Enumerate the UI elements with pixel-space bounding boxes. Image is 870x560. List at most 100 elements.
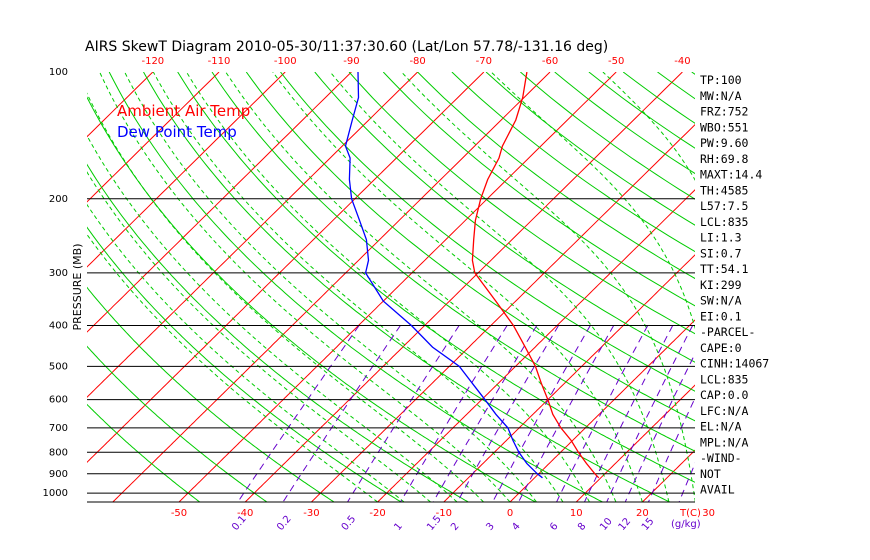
index-line: KI:299	[700, 278, 742, 292]
mixing-ratio-tick-label: 2	[449, 521, 462, 533]
temp-bottom-tick-label: -20	[369, 508, 385, 519]
moist-adiabat-line	[272, 72, 643, 502]
temp-top-tick-label: -120	[141, 56, 164, 67]
index-line: TT:54.1	[700, 262, 749, 276]
mixing-ratio-tick-label: 12	[617, 516, 634, 533]
pressure-tick-label: 900	[49, 469, 68, 480]
temp-bottom-tick-label: -10	[436, 508, 452, 519]
dry-adiabat-line	[87, 163, 469, 502]
mixing-ratio-line	[678, 462, 695, 502]
top-temperature-tick-labels: -120 -110 -100 -90 -80 -70 -60 -50 -40	[141, 56, 690, 67]
dry-adiabat-line	[245, 72, 695, 422]
index-line: NOT	[700, 467, 721, 481]
dry-adiabat-lines	[87, 72, 870, 502]
dry-adiabat-line	[417, 72, 695, 280]
mixing-ratio-tick-label: 0.5	[340, 514, 359, 533]
index-line: PW:9.60	[700, 136, 749, 150]
mixing-ratio-tick-label: 4	[510, 521, 523, 533]
index-line: MPL:N/A	[700, 435, 749, 449]
moist-adiabat-line	[490, 72, 695, 330]
temp-bottom-tick-label: 30	[702, 508, 715, 519]
temp-bottom-tick-label: 10	[570, 508, 583, 519]
temp-bottom-tick-label: -50	[171, 508, 187, 519]
moist-adiabat-line	[87, 203, 405, 502]
index-line: MAXT:14.4	[700, 168, 762, 182]
moist-adiabat-line	[87, 134, 458, 502]
bottom-temperature-tick-labels: -50 -40 -30 -20 -10 0 10 20 30	[171, 508, 715, 519]
pressure-tick-label: 500	[49, 361, 68, 372]
temp-top-tick-label: -50	[608, 56, 624, 67]
mixing-ratio-unit-label: (g/kg)	[671, 519, 701, 530]
dry-adiabat-line	[829, 72, 870, 502]
index-line: EI:0.1	[700, 309, 742, 323]
index-line: TH:4585	[700, 183, 748, 197]
legend-dew-point: Dew Point Temp	[117, 123, 237, 141]
temp-bottom-tick-label: 0	[507, 508, 513, 519]
isotherm-line	[575, 384, 695, 502]
index-line: FRZ:752	[700, 105, 748, 119]
temp-top-tick-label: -90	[343, 56, 359, 67]
moist-adiabat-line	[124, 72, 537, 502]
dry-adiabat-line	[108, 72, 603, 502]
isotherm-line	[642, 449, 695, 502]
index-line: TP:100	[700, 73, 742, 87]
isotherm-line	[178, 72, 617, 502]
mixing-ratio-line	[518, 325, 615, 502]
moist-adiabat-lines	[87, 72, 695, 502]
mixing-ratio-line	[606, 325, 694, 502]
temp-top-tick-label: -100	[274, 56, 297, 67]
index-line: WBO:551	[700, 120, 749, 134]
isotherm-line	[0, 72, 20, 502]
isotherm-line	[87, 72, 286, 268]
moist-adiabat-line	[329, 72, 670, 502]
y-axis-label: PRESSURE (MB)	[71, 244, 84, 331]
dry-adiabat-line	[143, 72, 670, 502]
pressure-tick-label: 800	[49, 447, 68, 458]
moist-adiabat-line	[87, 92, 484, 502]
isotherm-line	[841, 72, 870, 502]
mixing-ratio-line	[237, 325, 360, 502]
temp-top-tick-label: -110	[208, 56, 231, 67]
mixing-ratio-line	[624, 352, 695, 502]
isotherm-line	[87, 72, 352, 333]
mixing-ratio-line	[756, 326, 826, 503]
dry-adiabat-line	[87, 96, 536, 502]
index-line: RH:69.8	[700, 152, 749, 166]
temp-top-tick-label: -70	[476, 56, 492, 67]
isotherm-line	[509, 319, 695, 502]
temp-top-tick-label: -40	[674, 56, 690, 67]
mixing-ratio-line	[456, 325, 559, 502]
dry-adiabat-line	[314, 72, 695, 363]
isobar-lines	[87, 198, 695, 503]
index-line: EL:N/A	[700, 420, 742, 434]
dry-adiabat-line	[863, 72, 870, 502]
chart-legend: Ambient Air Temp Dew Point Temp	[117, 102, 250, 141]
pressure-tick-labels: 100 200 300 400 500 600 700 800 900 1000	[43, 67, 68, 499]
pressure-tick-label: 700	[49, 423, 68, 434]
dry-adiabat-line	[87, 403, 201, 502]
mixing-ratio-tick-label: 8	[576, 521, 589, 533]
chart-title: AIRS SkewT Diagram 2010-05-30/11:37:30.6…	[85, 39, 608, 55]
pressure-tick-label: 600	[49, 395, 68, 406]
dry-adiabat-line	[657, 72, 695, 100]
isotherm-line	[311, 124, 695, 502]
mixing-ratio-line	[556, 325, 649, 502]
temp-bottom-tick-label: -30	[303, 508, 319, 519]
mixing-ratio-tick-label: 1	[392, 521, 405, 533]
moist-adiabat-line	[401, 72, 695, 502]
index-line: LCL:835	[700, 215, 748, 229]
index-line: -PARCEL-	[700, 325, 755, 339]
pressure-tick-label: 1000	[43, 488, 68, 499]
mixing-ratio-line	[492, 325, 591, 502]
index-line: LFC:N/A	[700, 404, 749, 418]
dry-adiabat-line	[211, 72, 695, 452]
x-axis-unit-label: T(C)	[679, 508, 701, 519]
dry-adiabat-line	[87, 345, 268, 502]
legend-ambient-temp: Ambient Air Temp	[117, 102, 250, 120]
dry-adiabat-line	[87, 226, 402, 502]
isotherm-line	[775, 72, 870, 502]
index-line: AVAIL	[700, 483, 735, 497]
temp-top-tick-label: -60	[542, 56, 558, 67]
temp-bottom-tick-label: 20	[636, 508, 649, 519]
